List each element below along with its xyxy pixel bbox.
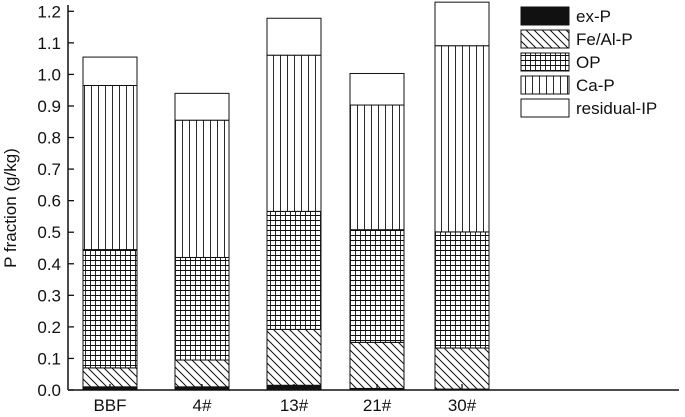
y-tick-label: 0.4	[37, 255, 61, 274]
bar-segment-fe-al-p	[349, 341, 405, 389]
y-tick-label: 0.8	[37, 129, 61, 148]
legend-label: Fe/Al-P	[576, 30, 633, 49]
legend-swatch	[520, 6, 570, 26]
x-tick-label: 30#	[448, 396, 477, 415]
legend-swatch	[520, 98, 570, 118]
bar-segment-fe-al-p	[434, 347, 490, 390]
bar-segment-op	[434, 231, 490, 349]
bar-segment-fe-al-p	[174, 359, 230, 388]
bar-segment-op	[82, 249, 138, 369]
bar-segment-ca-p	[174, 119, 230, 258]
x-tick-label: BBF	[93, 396, 126, 415]
y-tick-label: 0.3	[37, 286, 61, 305]
legend-label: OP	[576, 53, 601, 72]
bar-segment-ca-p	[434, 45, 490, 233]
legend-swatch	[520, 75, 570, 95]
y-axis-label: P fraction (g/kg)	[1, 148, 20, 268]
bar-segment-fe-al-p	[266, 328, 322, 386]
bar-segment-ca-p	[266, 54, 322, 212]
legend-label: residual-IP	[576, 99, 657, 118]
y-tick-label: 1.0	[37, 65, 61, 84]
bar-segment-op	[174, 256, 230, 361]
bar-segment-residual-ip	[266, 17, 322, 56]
bar-segment-op	[349, 229, 405, 343]
y-tick-label: 0.2	[37, 318, 61, 337]
bars-group	[82, 1, 490, 391]
legend-swatch	[520, 52, 570, 72]
y-tick-label: 0.6	[37, 192, 61, 211]
legend-label: ex-P	[576, 7, 611, 26]
y-tick-label: 0.9	[37, 97, 61, 116]
bar-segment-ca-p	[349, 104, 405, 231]
y-tick-label: 0.7	[37, 160, 61, 179]
bar-segment-residual-ip	[82, 56, 138, 86]
legend-label: Ca-P	[576, 76, 615, 95]
y-tick-label: 1.2	[37, 2, 61, 21]
legend-swatch	[520, 29, 570, 49]
bar-segment-residual-ip	[174, 92, 230, 121]
x-tick-label: 4#	[193, 396, 212, 415]
bar-segment-residual-ip	[349, 72, 405, 106]
bar-segment-op	[266, 210, 322, 330]
x-tick-label: 21#	[363, 396, 392, 415]
y-tick-label: 1.1	[37, 34, 61, 53]
y-tick-label: 0.1	[37, 349, 61, 368]
y-tick-label: 0.5	[37, 223, 61, 242]
legend: ex-P Fe/Al-P OP Ca-P residual-IP	[520, 6, 657, 118]
bar-segment-ca-p	[82, 84, 138, 251]
x-tick-label: 13#	[280, 396, 309, 415]
bar-segment-residual-ip	[434, 1, 490, 47]
y-tick-label: 0.0	[37, 381, 61, 400]
x-ticks: BBF 4# 13# 21# 30#	[93, 384, 477, 415]
y-ticks: 0.0 0.1 0.2 0.3 0.4 0.5 0.6 0.7 0.8 0.9 1.0 1.1 1.2	[37, 2, 74, 400]
